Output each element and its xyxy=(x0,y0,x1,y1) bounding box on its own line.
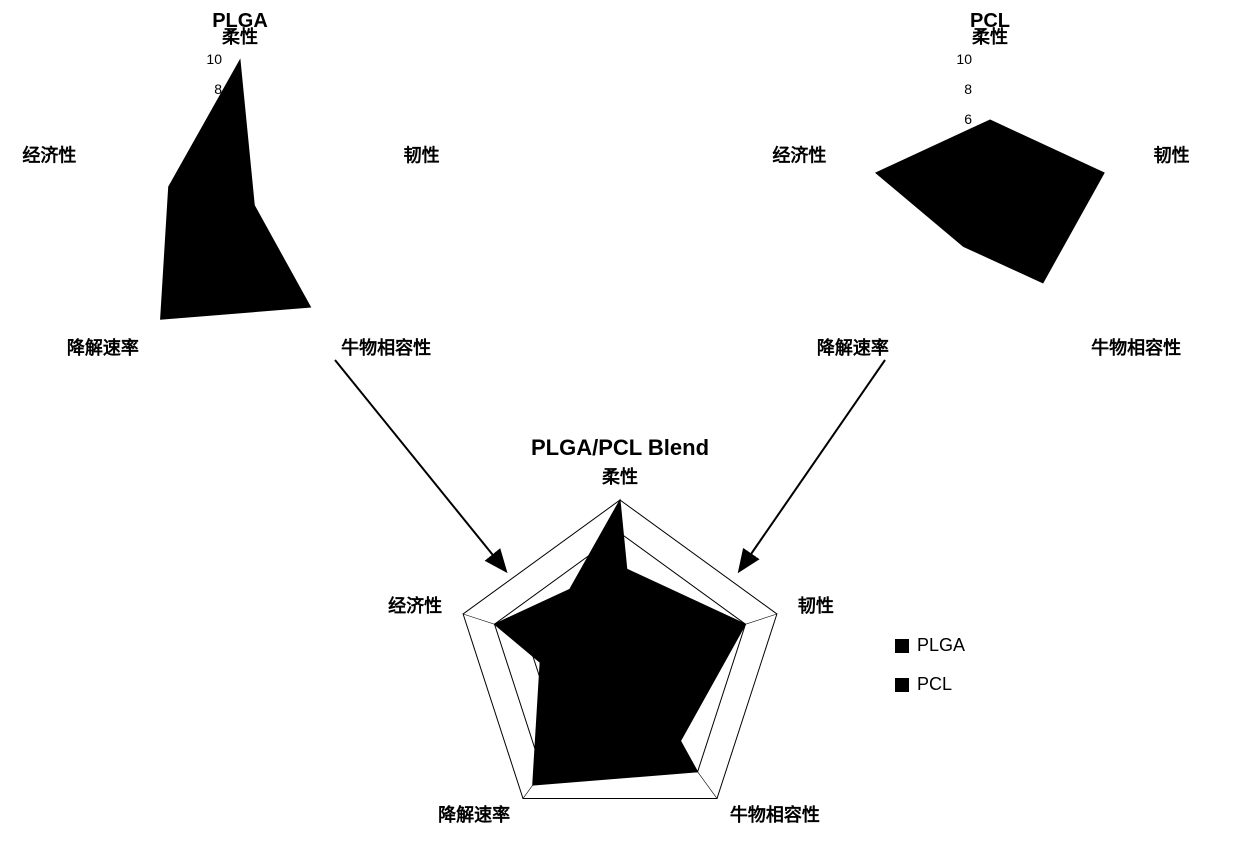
legend-label-plga: PLGA xyxy=(917,635,965,656)
axis-label: 牛物相容性 xyxy=(730,804,820,825)
plga-title: PLGA xyxy=(205,10,275,33)
figure-root: PLGA 柔性韧性牛物相容性降解速率经济性1086 PCL 柔性韧性牛物相容性降… xyxy=(0,0,1240,859)
data-polygon xyxy=(876,120,1104,283)
radar-pcl: PCL 柔性韧性牛物相容性降解速率经济性1086 xyxy=(750,0,1230,400)
axis-label: 牛物相容性 xyxy=(1091,337,1181,358)
radar-plga: PLGA 柔性韧性牛物相容性降解速率经济性1086 xyxy=(0,0,480,400)
axis-label: 牛物相容性 xyxy=(341,337,431,358)
axis-label: 经济性 xyxy=(22,145,76,166)
legend-swatch-plga: ■ xyxy=(895,639,909,653)
tick-label: 8 xyxy=(964,81,972,97)
axis-label: 韧性 xyxy=(1154,145,1190,166)
legend-label-pcl: PCL xyxy=(917,674,952,695)
legend-item-plga: ■ PLGA xyxy=(895,635,965,656)
axis-label: 韧性 xyxy=(404,145,440,166)
axis-label: 经济性 xyxy=(772,145,826,166)
axis-label: 柔性 xyxy=(602,466,638,487)
data-polygon xyxy=(161,60,311,319)
axis-label: 降解速率 xyxy=(67,337,139,358)
data-polygon xyxy=(495,566,746,745)
axis-label: 降解速率 xyxy=(438,804,510,825)
legend-swatch-pcl: ■ xyxy=(895,678,909,692)
radar-blend: PLGA/PCL Blend 柔性韧性牛物相容性 降解速率 经济性 xyxy=(380,430,860,860)
tick-label: 10 xyxy=(206,51,222,67)
tick-label: 6 xyxy=(964,111,972,127)
tick-label: 10 xyxy=(956,51,972,67)
legend-item-pcl: ■ PCL xyxy=(895,674,965,695)
pcl-title: PCL xyxy=(960,10,1020,33)
blend-svg: 柔性韧性牛物相容性 降解速率 经济性 xyxy=(380,430,860,860)
axis-label: 降解速率 xyxy=(817,337,889,358)
pcl-svg: 柔性韧性牛物相容性降解速率经济性1086 xyxy=(750,0,1230,400)
blend-legend: ■ PLGA ■ PCL xyxy=(895,635,965,713)
axis-label: 韧性 xyxy=(798,595,834,616)
blend-title: PLGA/PCL Blend xyxy=(520,435,720,461)
axis-label: 经济性 xyxy=(388,595,442,616)
plga-svg: 柔性韧性牛物相容性降解速率经济性1086 xyxy=(0,0,480,400)
